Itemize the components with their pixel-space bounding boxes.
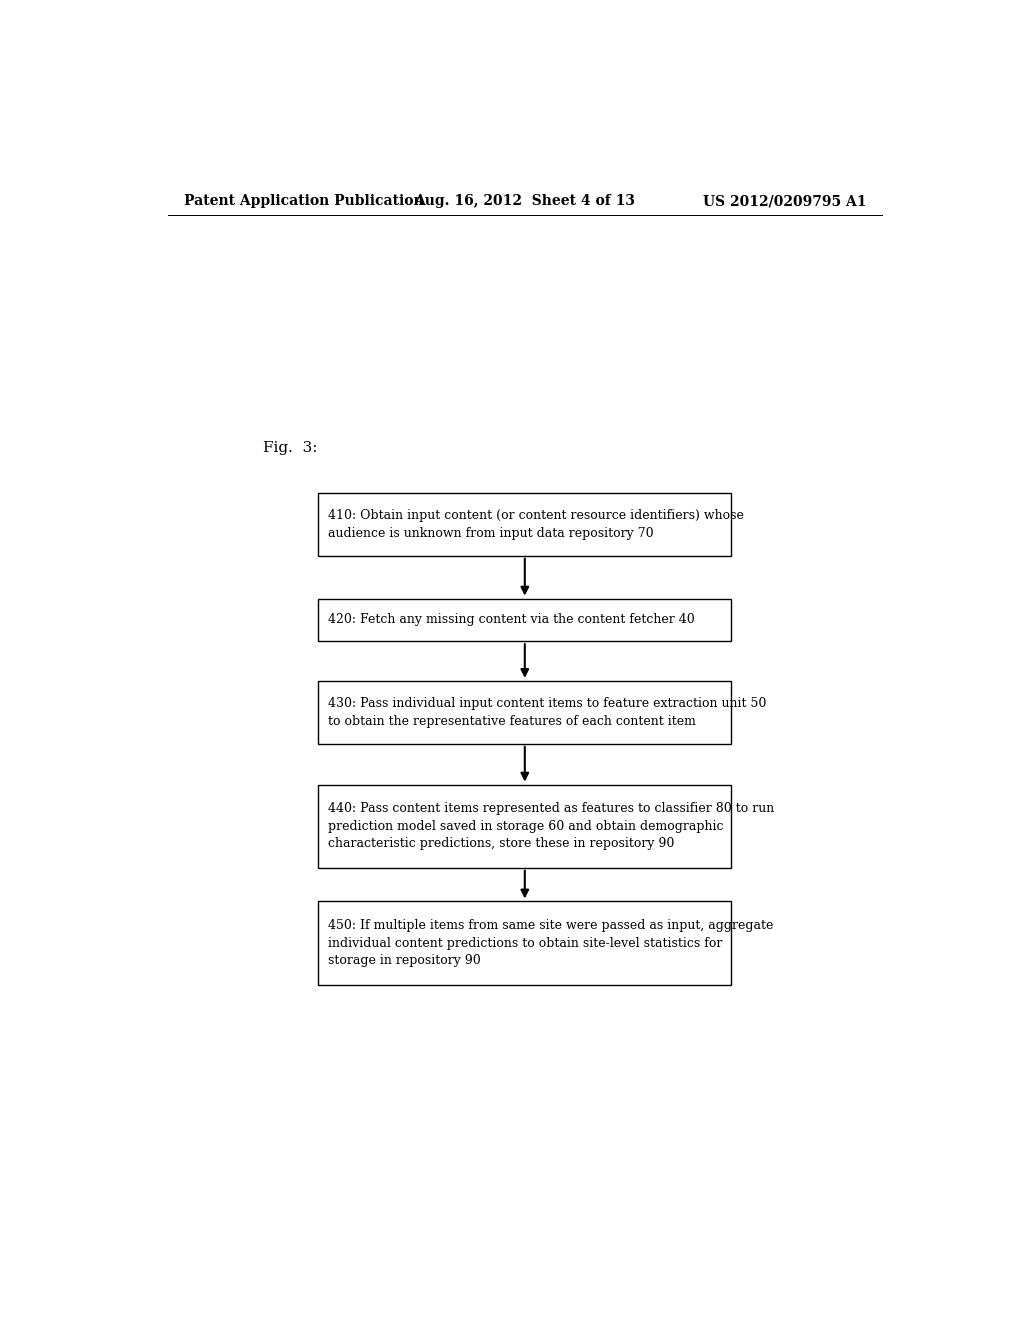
- Text: Fig.  3:: Fig. 3:: [263, 441, 317, 455]
- FancyBboxPatch shape: [318, 492, 731, 556]
- FancyBboxPatch shape: [318, 902, 731, 985]
- FancyBboxPatch shape: [318, 598, 731, 642]
- Text: Aug. 16, 2012  Sheet 4 of 13: Aug. 16, 2012 Sheet 4 of 13: [415, 194, 635, 209]
- FancyBboxPatch shape: [318, 784, 731, 867]
- FancyBboxPatch shape: [318, 681, 731, 744]
- Text: 440: Pass content items represented as features to classifier 80 to run
predicti: 440: Pass content items represented as f…: [328, 803, 774, 850]
- Text: 430: Pass individual input content items to feature extraction unit 50
to obtain: 430: Pass individual input content items…: [328, 697, 766, 727]
- Text: Patent Application Publication: Patent Application Publication: [183, 194, 423, 209]
- Text: 450: If multiple items from same site were passed as input, aggregate
individual: 450: If multiple items from same site we…: [328, 919, 773, 968]
- Text: 410: Obtain input content (or content resource identifiers) whose
audience is un: 410: Obtain input content (or content re…: [328, 510, 743, 540]
- Text: 420: Fetch any missing content via the content fetcher 40: 420: Fetch any missing content via the c…: [328, 614, 694, 627]
- Text: US 2012/0209795 A1: US 2012/0209795 A1: [702, 194, 866, 209]
